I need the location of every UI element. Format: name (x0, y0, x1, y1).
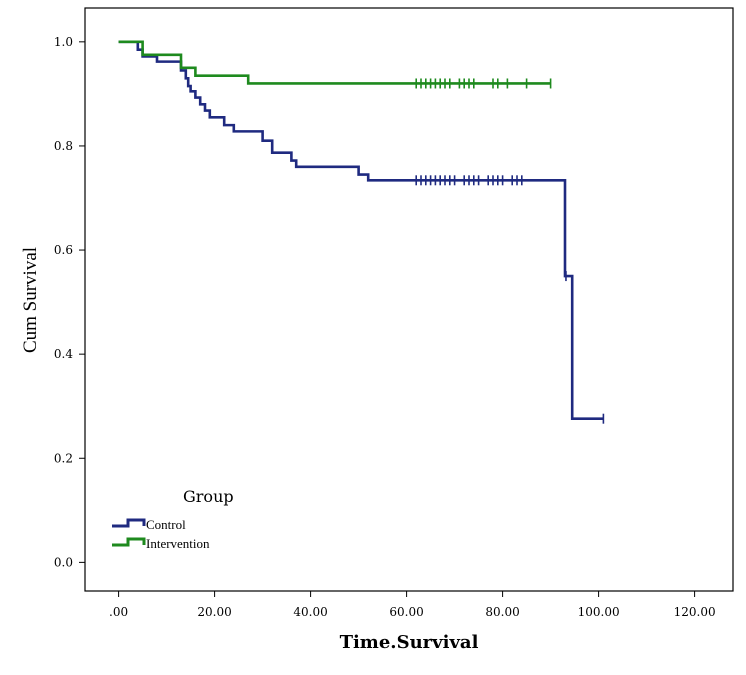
y-tick-label: 0.4 (54, 347, 73, 361)
y-axis: 0.0 0.2 0.4 0.6 0.8 1.0 (54, 35, 85, 569)
x-tick-label: 120.00 (674, 605, 716, 619)
legend-swatch-intervention (112, 537, 146, 547)
x-axis-title: Time.Survival (340, 632, 479, 653)
x-tick-label: 80.00 (485, 605, 519, 619)
y-tick-label: 0.2 (54, 451, 73, 465)
y-tick-label: 0.0 (54, 555, 73, 569)
x-axis: .00 20.00 40.00 60.00 80.00 100.00 120.00 (109, 591, 716, 619)
legend-label-control: Control (146, 517, 186, 532)
y-tick-label: 0.6 (54, 243, 73, 257)
series-line-intervention (118, 40, 551, 85)
legend-title: Group (183, 487, 234, 506)
y-axis-title: Cum Survival (20, 247, 41, 353)
x-tick-label: 60.00 (389, 605, 423, 619)
x-tick-label: 20.00 (197, 605, 231, 619)
legend: Group Control Intervention (112, 487, 234, 551)
legend-swatch-control (112, 518, 146, 528)
y-tick-label: 1.0 (54, 35, 73, 49)
series-layer (118, 40, 605, 424)
x-tick-label: 100.00 (578, 605, 620, 619)
series-line-control (118, 40, 604, 421)
y-tick-label: 0.8 (54, 139, 73, 153)
x-tick-label: 40.00 (293, 605, 327, 619)
legend-label-intervention: Intervention (146, 536, 210, 551)
x-tick-label: .00 (109, 605, 128, 619)
plot-frame (84, 7, 734, 592)
